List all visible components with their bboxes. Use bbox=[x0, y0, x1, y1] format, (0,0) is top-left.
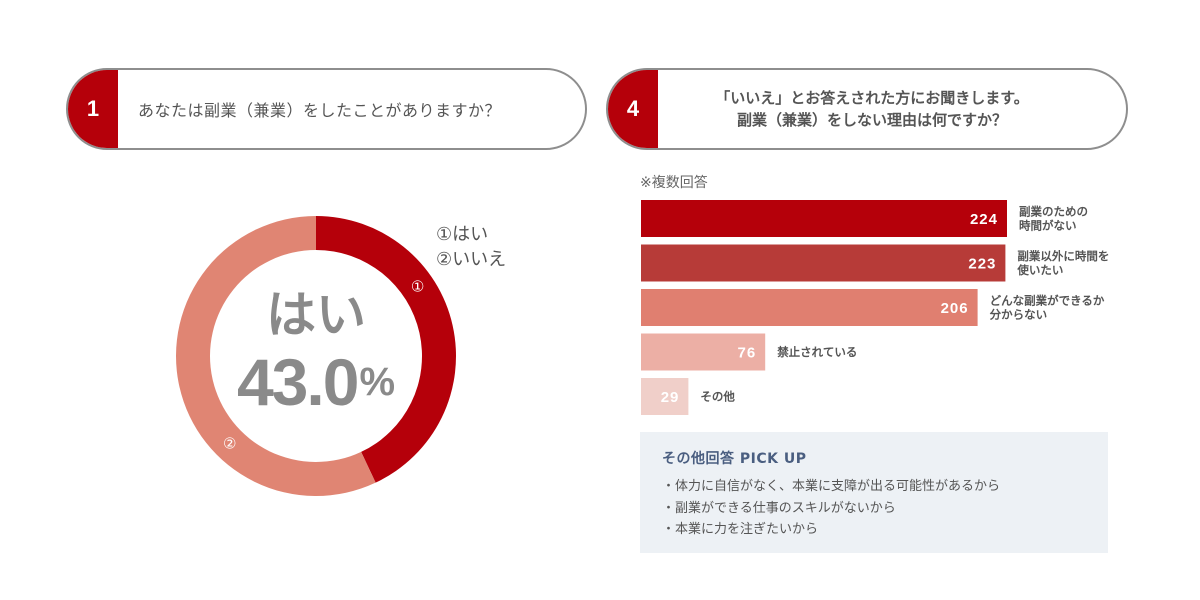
bar-category-line: 分からない bbox=[990, 308, 1048, 322]
donut-slice-no bbox=[176, 216, 376, 496]
pickup-item: ・副業ができる仕事のスキルがないから bbox=[662, 500, 896, 516]
donut-legend: ①はい ②いいえ bbox=[436, 222, 506, 272]
bar bbox=[641, 289, 978, 326]
bar-category-label: その他 bbox=[700, 390, 735, 404]
bar-category-line: 禁止されている bbox=[777, 345, 857, 359]
question-4-box: 4 「いいえ」とお答えされた方にお聞きします。 副業（兼業）をしない理由は何です… bbox=[606, 68, 1128, 150]
bar-category-label: 副業のための時間がない bbox=[1019, 205, 1088, 233]
bar bbox=[641, 244, 1006, 282]
bar-value-label: 223 bbox=[968, 256, 996, 273]
bar-value-label: 206 bbox=[941, 300, 969, 317]
bar-category-label: 副業以外に時間を使いたい bbox=[1016, 249, 1109, 277]
pickup-title: その他回答 PICK UP bbox=[662, 451, 807, 467]
donut-center-unit: % bbox=[359, 360, 395, 404]
bar-value-label: 224 bbox=[970, 211, 998, 228]
donut-center-label: はい bbox=[266, 286, 366, 344]
donut-chart: ① ② はい 43.0% bbox=[176, 216, 456, 496]
slice-label-yes: ① bbox=[411, 278, 424, 296]
bar-category-line: 使いたい bbox=[1016, 263, 1063, 277]
slice-label-no: ② bbox=[223, 435, 236, 453]
bar-value-label: 29 bbox=[661, 389, 680, 406]
bar-category-line: 時間がない bbox=[1019, 219, 1077, 233]
question-4-text: 「いいえ」とお答えされた方にお聞きします。 副業（兼業）をしない理由は何ですか？ bbox=[658, 87, 1126, 131]
bar-category-label: 禁止されている bbox=[777, 345, 857, 359]
pickup-list: ・体力に自信がなく、本業に支障が出る可能性があるから ・副業ができる仕事のスキル… bbox=[662, 476, 1000, 541]
question-1-box: 1 あなたは副業（兼業）をしたことがありますか？ bbox=[66, 68, 587, 150]
bar-category-line: 副業以外に時間を bbox=[1017, 249, 1109, 263]
question-4-line-2: 副業（兼業）をしない理由は何ですか？ bbox=[736, 111, 1007, 129]
legend-item-no: ②いいえ bbox=[436, 249, 507, 270]
donut-slice-yes bbox=[316, 216, 456, 483]
pickup-item: ・体力に自信がなく、本業に支障が出る可能性があるから bbox=[662, 479, 1001, 494]
bar-category-line: 副業のための bbox=[1019, 205, 1088, 219]
other-answers-pickup: その他回答 PICK UP ・体力に自信がなく、本業に支障が出る可能性があるから… bbox=[640, 432, 1108, 553]
bar bbox=[641, 378, 689, 415]
bar-value-label: 76 bbox=[738, 345, 757, 362]
multiple-answer-note: ※複数回答 bbox=[640, 175, 708, 191]
question-1-text: あなたは副業（兼業）をしたことがありますか？ bbox=[138, 101, 502, 120]
bar bbox=[641, 200, 1007, 237]
donut-center-value-group: 43.0% bbox=[237, 345, 395, 419]
question-4-line-1: 「いいえ」とお答えされた方にお聞きします。 bbox=[715, 89, 1029, 107]
bar-category-line: その他 bbox=[700, 390, 735, 404]
pickup-item: ・本業に力を注ぎたいから bbox=[662, 522, 819, 537]
bar bbox=[641, 333, 766, 371]
bar-category-label: どんな副業ができるか分からない bbox=[990, 294, 1105, 322]
bar-category-line: どんな副業ができるか bbox=[990, 294, 1105, 308]
donut-center-value: 43.0 bbox=[237, 345, 357, 419]
legend-item-yes: ①はい bbox=[436, 224, 489, 245]
